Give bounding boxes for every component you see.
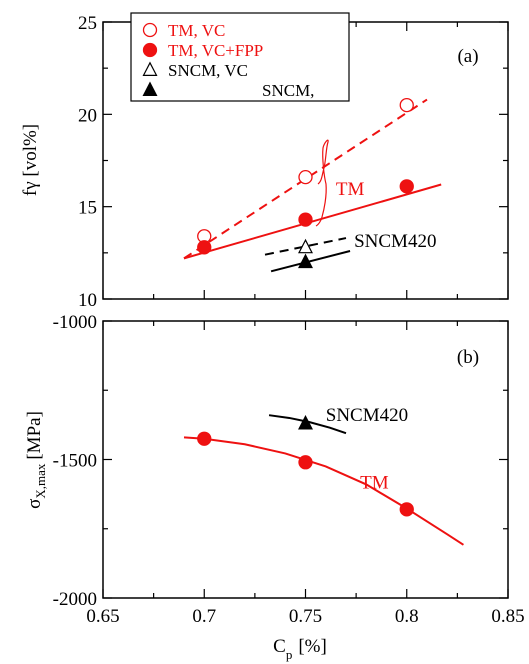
fit-line-tm-vc-fpp [183, 183, 442, 260]
legend-marker [142, 61, 158, 77]
legend-marker [142, 22, 158, 38]
panel-b-ylabel-main: σ [24, 499, 45, 509]
data-point [399, 179, 414, 194]
data-point [399, 97, 414, 113]
data-point [298, 414, 313, 430]
y-tick-label: -1500 [53, 451, 97, 472]
panel-a-ylabel: fγ [vol%] [20, 124, 41, 196]
legend-box [130, 12, 350, 102]
panel-a-markers [197, 97, 414, 269]
annotation-label: TM [360, 473, 389, 494]
fit-line-sncm-vc [264, 237, 347, 256]
legend-label: TM, VC+FPP [168, 41, 263, 60]
fit-line-tm-vc [183, 98, 428, 260]
data-point [298, 212, 313, 227]
legend-label: TM, VC [168, 21, 225, 40]
tm-bracket [315, 139, 329, 227]
x-tick-label: 0.85 [491, 606, 524, 627]
legend-label: SNCM, VC [168, 61, 248, 80]
legend-label: SNCM, [262, 81, 314, 100]
x-tick-label: 0.7 [192, 606, 216, 627]
y-tick-label: 15 [78, 198, 97, 219]
panel-b: -1000 -1500 -2000 TM SNCM420 (b) σX,max [MPa… [24, 312, 509, 610]
annotation-label: SNCM420 [326, 405, 408, 426]
fit-line-sncm- [270, 250, 351, 273]
data-point [298, 455, 313, 470]
legend-marker [142, 42, 158, 58]
data-point [197, 431, 212, 446]
y-tick-label: 20 [78, 105, 97, 126]
data-point [298, 169, 313, 185]
panel-b-markers [197, 414, 414, 517]
y-tick-label: -1000 [53, 312, 97, 333]
annotation-label: SNCM420 [354, 231, 436, 252]
data-point [197, 240, 212, 255]
panel-b-fit-lines [183, 414, 464, 546]
annotation-label: TM [336, 179, 365, 200]
y-tick-label: 10 [78, 290, 97, 311]
y-tick-label: 25 [78, 13, 97, 34]
data-point [298, 238, 313, 254]
panel-b-ticks: -1000 -1500 -2000 [53, 312, 509, 610]
data-point [399, 502, 414, 517]
fit-line-sncm420 [268, 414, 347, 435]
panel-b-label: (b) [457, 347, 479, 368]
panel-b-ylabel-sub: X,max [33, 463, 48, 499]
x-tick-label: 0.65 [86, 606, 119, 627]
x-tick-label: 0.75 [289, 606, 322, 627]
panel-b-ylabel-unit: [MPa] [24, 411, 45, 460]
panel-b-annotations: TM SNCM420 [326, 405, 408, 494]
panel-a-label: (a) [457, 46, 478, 67]
fit-line-tm [183, 436, 464, 546]
x-axis: 0.65 0.7 0.75 0.8 0.85 Cp [%] [86, 606, 524, 662]
x-axis-label-unit: [%] [298, 636, 326, 657]
y-tick-label: -2000 [53, 589, 97, 610]
x-tick-labels: 0.65 0.7 0.75 0.8 0.85 [86, 606, 524, 627]
x-axis-label: Cp [%] [273, 636, 327, 662]
panel-a-annotations: TM SNCM420 [336, 179, 437, 252]
panel-a-fit-lines [183, 98, 442, 273]
legend-marker [142, 81, 158, 97]
panel-b-ylabel: σX,max [MPa] [24, 411, 48, 509]
x-axis-label-main: C [273, 636, 286, 657]
data-point [298, 253, 313, 269]
x-axis-label-sub: p [286, 647, 293, 662]
x-tick-label: 0.8 [395, 606, 419, 627]
